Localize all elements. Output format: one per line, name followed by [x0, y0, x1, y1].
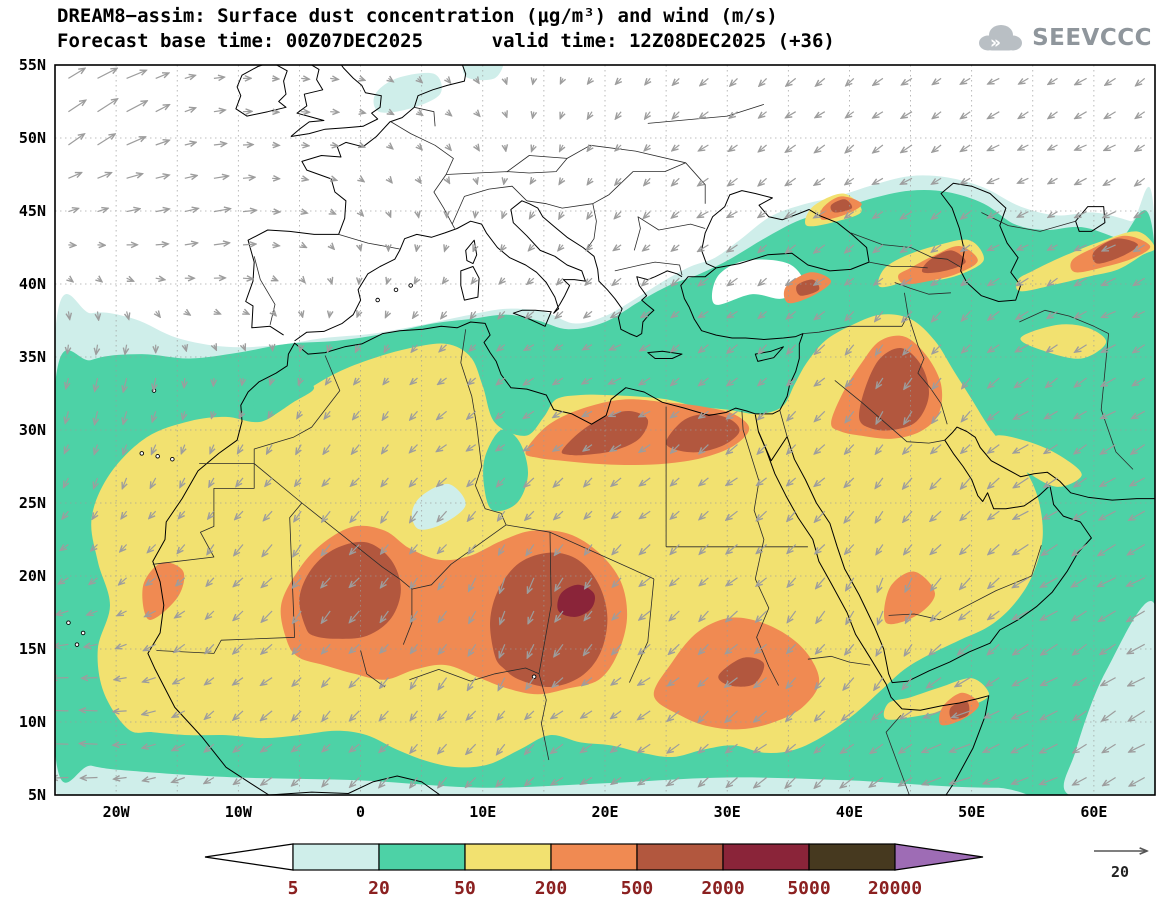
colorbar-label: 2000: [701, 878, 744, 899]
colorbar-segment: [636, 843, 724, 871]
lon-tick-label: 20W: [103, 803, 131, 821]
lat-tick-label: 20N: [19, 567, 46, 585]
lat-tick-label: 15N: [19, 640, 46, 658]
lat-tick-label: 30N: [19, 421, 46, 439]
lon-tick-label: 50E: [958, 803, 985, 821]
colorbar-label: 20000: [868, 878, 922, 899]
lon-tick-label: 40E: [836, 803, 863, 821]
lon-tick-label: 10W: [225, 803, 253, 821]
wind-reference: 20: [1094, 851, 1146, 881]
lon-tick-label: 10E: [469, 803, 496, 821]
colorbar-label: 5: [288, 878, 299, 899]
colorbar-label: 5000: [787, 878, 830, 899]
lat-tick-label: 40N: [19, 275, 46, 293]
colorbar-segment: [808, 843, 896, 871]
chart-subtitle: Forecast base time: 00Z07DEC2025 valid t…: [57, 30, 835, 52]
svg-text:»: »: [990, 33, 1001, 53]
wind-reference-label: 20: [1111, 863, 1129, 881]
colorbar-segment: [292, 843, 380, 871]
header: DREAM8−assim: Surface dust concentration…: [57, 4, 835, 54]
colorbar-label: 20: [368, 878, 390, 899]
colorbar: 5 20 50 200 500 2000 5000 20000: [204, 843, 984, 899]
lon-tick-label: 60E: [1080, 803, 1107, 821]
colorbar-right-arrow: [894, 843, 984, 871]
colorbar-segment: [464, 843, 552, 871]
lat-tick-label: 5N: [28, 786, 46, 804]
cloud-icon: »: [979, 25, 1023, 53]
lat-tick-label: 50N: [19, 129, 46, 147]
colorbar-segment: [550, 843, 638, 871]
colorbar-label: 500: [621, 878, 654, 899]
lat-tick-label: 35N: [19, 348, 46, 366]
lat-tick-label: 45N: [19, 202, 46, 220]
graticule-layer: [55, 65, 1155, 795]
lat-tick-label: 55N: [19, 56, 46, 74]
chart-title: DREAM8−assim: Surface dust concentration…: [57, 5, 778, 27]
axis-ticks: 55N 50N 45N 40N 35N 30N 25N 20N 15N 10N 5N 20W 10W 0 1…: [19, 56, 1108, 821]
colorbar-label: 200: [535, 878, 568, 899]
colorbar-segment: [722, 843, 810, 871]
lon-tick-label: 30E: [714, 803, 741, 821]
lat-tick-label: 10N: [19, 713, 46, 731]
map-plot-area: [55, 65, 1155, 795]
colorbar-left-arrow: [204, 843, 294, 871]
map-frame: [54, 64, 1156, 796]
logo-text: SEEVCCC: [1032, 25, 1152, 51]
colorbar-label: 50: [454, 878, 476, 899]
colorbar-segment: [378, 843, 466, 871]
lon-tick-label: 0: [356, 803, 365, 821]
lat-tick-label: 25N: [19, 494, 46, 512]
wind-arrows-layer: [55, 69, 1146, 788]
seevccc-logo: » SEEVCCC: [973, 20, 1152, 56]
lon-tick-label: 20E: [591, 803, 618, 821]
